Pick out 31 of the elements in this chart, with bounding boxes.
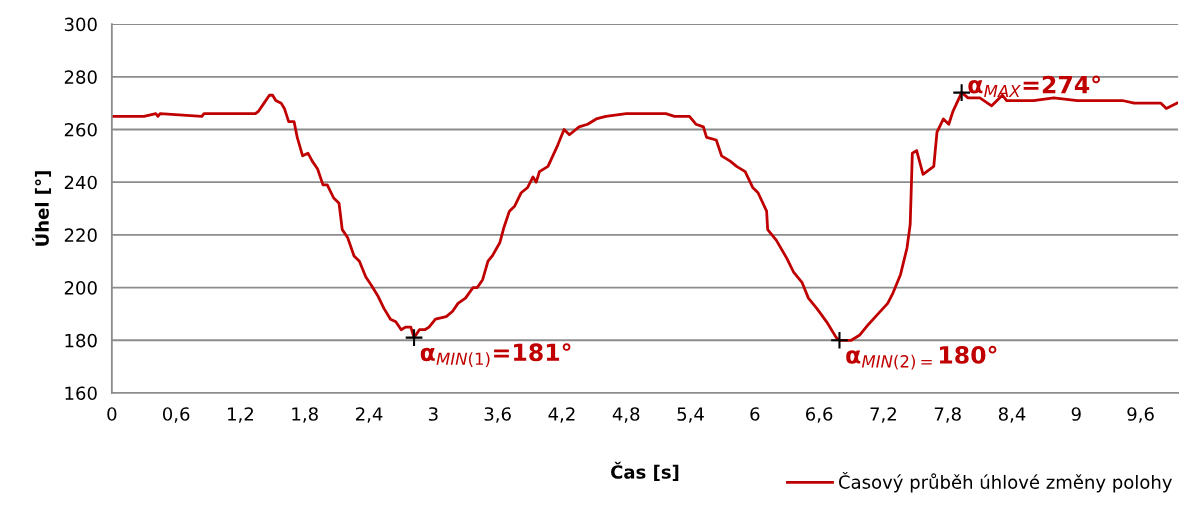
y-tick-label: 200: [64, 281, 97, 295]
y-tick-label: 280: [64, 70, 97, 84]
y-tick-label: 260: [64, 122, 97, 137]
y-tick-label: 300: [64, 17, 97, 32]
x-axis-title: Čas [s]: [611, 461, 679, 481]
annotation: α$_{MAX}$=274°: [968, 75, 1100, 98]
x-tick-label: 6,6: [806, 407, 833, 423]
x-tick-label: 7,2: [870, 407, 896, 423]
y-tick-label: 240: [64, 175, 97, 190]
x-tick-label: 0,6: [162, 407, 190, 423]
x-tick-label: 7,8: [934, 407, 961, 423]
x-tick-label: 4,8: [612, 407, 640, 423]
x-tick-label: 1,2: [228, 407, 253, 423]
x-tick-label: 1,8: [292, 407, 318, 423]
x-tick-label: 8,4: [998, 407, 1026, 423]
x-tick-label: 9: [1071, 407, 1081, 421]
y-axis-title: Úhel [°]: [31, 171, 52, 246]
annotation: α$_{MIN(1)}$=181°: [420, 343, 571, 367]
x-tick-label: 5,4: [677, 407, 704, 423]
x-tick-label: 4,2: [548, 407, 575, 423]
x-tick-label: 3: [428, 407, 438, 421]
x-tick-label: 2,4: [356, 407, 383, 423]
y-tick-label: 180: [65, 333, 97, 348]
y-tick-label: 220: [64, 228, 97, 242]
x-tick-label: 6: [750, 407, 760, 421]
x-tick-label: 3,6: [484, 407, 511, 423]
x-tick-label: 9,6: [1127, 407, 1154, 423]
x-tick-label: 0: [107, 407, 117, 421]
legend-label: Časový průběh úhlové změny polohy: [838, 471, 1172, 493]
y-tick-label: 160: [65, 386, 97, 401]
annotation: α$_{MIN(2)=}$180°: [846, 345, 997, 370]
